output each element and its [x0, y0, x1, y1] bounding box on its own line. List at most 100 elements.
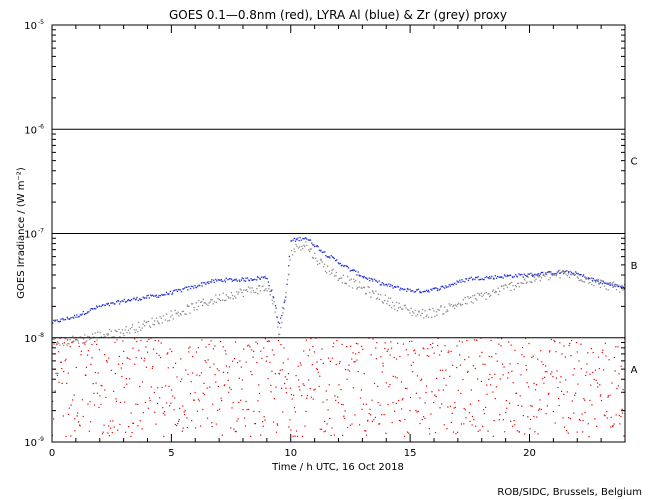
- data-point: [621, 412, 624, 414]
- data-point: [421, 308, 424, 311]
- data-point: [159, 397, 161, 399]
- data-point: [211, 422, 213, 424]
- data-point: [108, 435, 110, 437]
- data-point: [377, 401, 379, 404]
- data-point: [505, 284, 507, 286]
- data-point: [316, 368, 319, 371]
- data-point: [588, 277, 590, 279]
- data-point: [399, 355, 401, 358]
- data-point: [171, 314, 173, 316]
- x-axis-label: Time / h UTC, 16 Oct 2018: [271, 462, 404, 473]
- data-point: [448, 284, 450, 286]
- data-point: [498, 293, 500, 296]
- data-point: [98, 349, 101, 351]
- data-point: [138, 349, 140, 351]
- data-point: [233, 279, 236, 281]
- data-point: [340, 265, 342, 267]
- data-point: [106, 361, 108, 363]
- data-point: [364, 430, 366, 432]
- data-point: [167, 367, 169, 369]
- data-point: [410, 364, 412, 367]
- data-point: [284, 376, 286, 378]
- data-point: [64, 318, 67, 321]
- data-point: [428, 291, 430, 293]
- data-point: [306, 397, 308, 399]
- data-point: [439, 407, 441, 409]
- data-point: [383, 299, 386, 302]
- data-point: [145, 366, 147, 368]
- data-point: [215, 423, 217, 425]
- data-point: [217, 298, 219, 300]
- data-point: [323, 431, 325, 433]
- data-point: [225, 299, 227, 301]
- data-point: [538, 275, 540, 277]
- data-point: [318, 262, 321, 265]
- data-point: [408, 340, 411, 343]
- data-point: [341, 264, 343, 266]
- data-point: [343, 265, 345, 268]
- data-point: [582, 275, 584, 277]
- data-point: [470, 301, 473, 303]
- data-point: [161, 293, 163, 296]
- data-point: [235, 279, 237, 281]
- data-point: [486, 393, 488, 395]
- data-point: [185, 286, 187, 288]
- data-point: [61, 367, 63, 370]
- data-point: [563, 393, 565, 395]
- data-point: [490, 294, 492, 296]
- data-point: [174, 289, 176, 291]
- data-point: [568, 270, 570, 273]
- data-point: [382, 282, 385, 285]
- data-point: [471, 424, 473, 426]
- data-point: [559, 269, 561, 271]
- data-point: [75, 316, 77, 318]
- data-point: [417, 288, 420, 290]
- data-point: [568, 344, 570, 347]
- data-point: [107, 302, 109, 304]
- x-axis: 0 5 10 15 20: [49, 25, 602, 459]
- data-point: [435, 395, 437, 397]
- data-point: [434, 394, 436, 396]
- data-point: [574, 394, 576, 396]
- data-point: [220, 400, 223, 402]
- data-point: [427, 316, 430, 319]
- data-point: [598, 283, 600, 286]
- data-point: [458, 340, 460, 342]
- data-point: [499, 290, 501, 292]
- data-point: [596, 425, 598, 427]
- data-point: [409, 396, 412, 399]
- data-point: [582, 274, 585, 276]
- data-point: [275, 316, 278, 318]
- data-point: [469, 403, 471, 405]
- data-point: [398, 399, 400, 402]
- data-point: [137, 331, 139, 333]
- data-point: [359, 397, 362, 399]
- data-point: [461, 279, 463, 281]
- data-point: [303, 245, 306, 248]
- data-point: [353, 278, 355, 280]
- data-point: [67, 343, 69, 345]
- data-point: [139, 299, 141, 301]
- data-point: [102, 431, 104, 433]
- data-point: [394, 308, 396, 310]
- data-point: [439, 288, 442, 290]
- data-point: [502, 363, 504, 365]
- data-point: [266, 355, 268, 358]
- data-point: [327, 265, 329, 267]
- data-point: [209, 386, 211, 388]
- data-point: [406, 290, 408, 292]
- data-point: [224, 299, 226, 302]
- data-point: [514, 349, 516, 351]
- data-point: [154, 295, 156, 297]
- data-point: [305, 241, 307, 243]
- data-point: [254, 278, 256, 281]
- data-point: [86, 311, 89, 313]
- data-point: [575, 341, 578, 344]
- data-point: [607, 395, 610, 397]
- data-point: [213, 281, 215, 283]
- data-point: [453, 407, 455, 409]
- data-point: [201, 285, 203, 287]
- data-point: [337, 402, 340, 404]
- data-point: [434, 315, 436, 318]
- data-point: [357, 370, 359, 373]
